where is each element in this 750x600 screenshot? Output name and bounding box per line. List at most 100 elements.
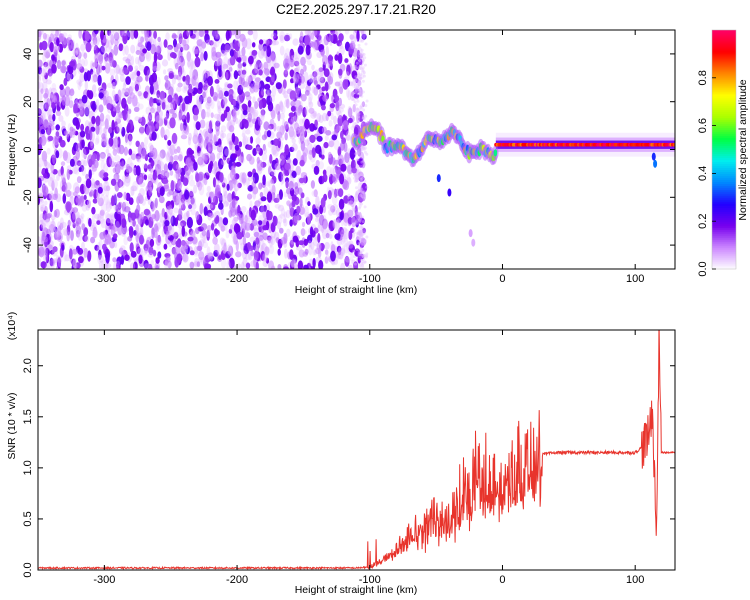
heatmap-cell (133, 30, 139, 39)
heatmap-cell (316, 135, 323, 142)
heatmap-cell (128, 134, 133, 146)
heatmap-cell (79, 73, 85, 83)
heatmap-cell (187, 59, 194, 70)
heatmap-cell (353, 90, 357, 94)
heatmap-cell (123, 146, 128, 156)
heatmap-cell (95, 123, 100, 135)
heatmap-cell (293, 111, 298, 122)
heatmap-cell (51, 54, 55, 61)
heatmap-cell (143, 65, 150, 77)
heatmap-cell (145, 125, 150, 136)
heatmap-cell (365, 185, 369, 189)
heatmap-cell (343, 142, 348, 153)
snr-y-scale-label: (x10⁴) (6, 312, 18, 340)
heatmap-cell (40, 88, 44, 94)
heatmap-cell (40, 100, 47, 111)
heatmap-cell (346, 87, 350, 98)
heatmap-cell (213, 96, 218, 102)
heatmap-cell (178, 200, 184, 210)
heatmap-cell (246, 136, 251, 145)
heatmap-cell (272, 149, 279, 157)
heatmap-cell (222, 97, 228, 106)
heatmap-cell (187, 236, 194, 242)
heatmap-cell (123, 191, 127, 201)
heatmap-cell (262, 174, 266, 186)
heatmap-cell (80, 159, 86, 166)
heatmap-cell (52, 258, 59, 263)
heatmap-cell (41, 136, 48, 144)
heatmap-cell (112, 233, 118, 239)
heatmap-cell (209, 85, 214, 97)
heatmap-cell (224, 90, 229, 97)
heatmap-cell (257, 114, 263, 126)
heatmap-cell (264, 83, 271, 90)
heatmap-cell (70, 88, 74, 94)
heatmap-cell (135, 165, 141, 177)
heatmap-cell (262, 253, 267, 263)
heatmap-cell (67, 219, 71, 227)
heatmap-cell (208, 252, 214, 261)
heatmap-cell (134, 116, 140, 122)
heatmap-cell (356, 231, 362, 240)
heatmap-cell (81, 148, 87, 159)
heatmap-cell (189, 179, 196, 187)
heatmap-cell (192, 134, 199, 145)
heatmap-cell (193, 184, 198, 194)
heatmap-cell (135, 50, 141, 55)
heatmap-cell (357, 115, 361, 119)
heatmap-cell (84, 31, 91, 42)
heatmap-cell (129, 71, 136, 80)
x-tick-label: -300 (93, 273, 115, 285)
heatmap-cell (361, 220, 365, 224)
heatmap-cell (61, 244, 65, 251)
heatmap-cell (96, 134, 100, 144)
heatmap-cell (43, 252, 48, 263)
heatmap-cell (360, 264, 364, 268)
heatmap-cell (72, 211, 76, 220)
heatmap-cell (38, 74, 41, 80)
heatmap-cell (198, 30, 205, 38)
heatmap-cell (124, 174, 131, 184)
heatmap-cell (83, 71, 88, 82)
heatmap-cell (41, 40, 48, 51)
heatmap-cell (301, 229, 307, 235)
heatmap-cell (165, 230, 171, 238)
heatmap-cell (186, 111, 190, 124)
heatmap-cell (148, 150, 155, 158)
heatmap-cell (252, 30, 258, 41)
heatmap-cell (318, 161, 324, 170)
heatmap-cell (308, 240, 312, 248)
heatmap-cell (493, 149, 498, 157)
heatmap-cell (325, 252, 330, 264)
colorbar-tick-label: 0.2 (697, 214, 709, 229)
heatmap-cell (80, 123, 85, 132)
heatmap-cell (79, 130, 86, 138)
heatmap-cell (176, 86, 182, 93)
heatmap-cell (99, 260, 105, 269)
heatmap-cell (338, 107, 344, 113)
heatmap-cell (263, 121, 270, 131)
heatmap-cell (304, 139, 310, 147)
heatmap-cell (147, 252, 154, 258)
heatmap-cell (253, 84, 259, 93)
heatmap-cell (294, 186, 300, 196)
heatmap-cell (161, 59, 169, 67)
heatmap-cell (359, 73, 363, 77)
heatmap-cell (118, 43, 124, 52)
heatmap-cell (220, 159, 226, 166)
heatmap-cell (262, 225, 269, 231)
heatmap-cell (255, 137, 261, 145)
heatmap-cell (334, 95, 340, 102)
heatmap-cell (203, 50, 208, 61)
heatmap-cell (112, 257, 117, 263)
heatmap-cell (328, 208, 334, 216)
heatmap-cell (81, 241, 85, 251)
heatmap-cell (100, 194, 105, 203)
heatmap-cell (124, 206, 131, 213)
heatmap-cell (205, 39, 212, 45)
y-tick-label: 0.5 (22, 511, 34, 526)
heatmap-cell (141, 149, 146, 159)
heatmap-cell (118, 68, 122, 75)
heatmap-cell (181, 125, 188, 136)
heatmap-cell (357, 112, 361, 116)
